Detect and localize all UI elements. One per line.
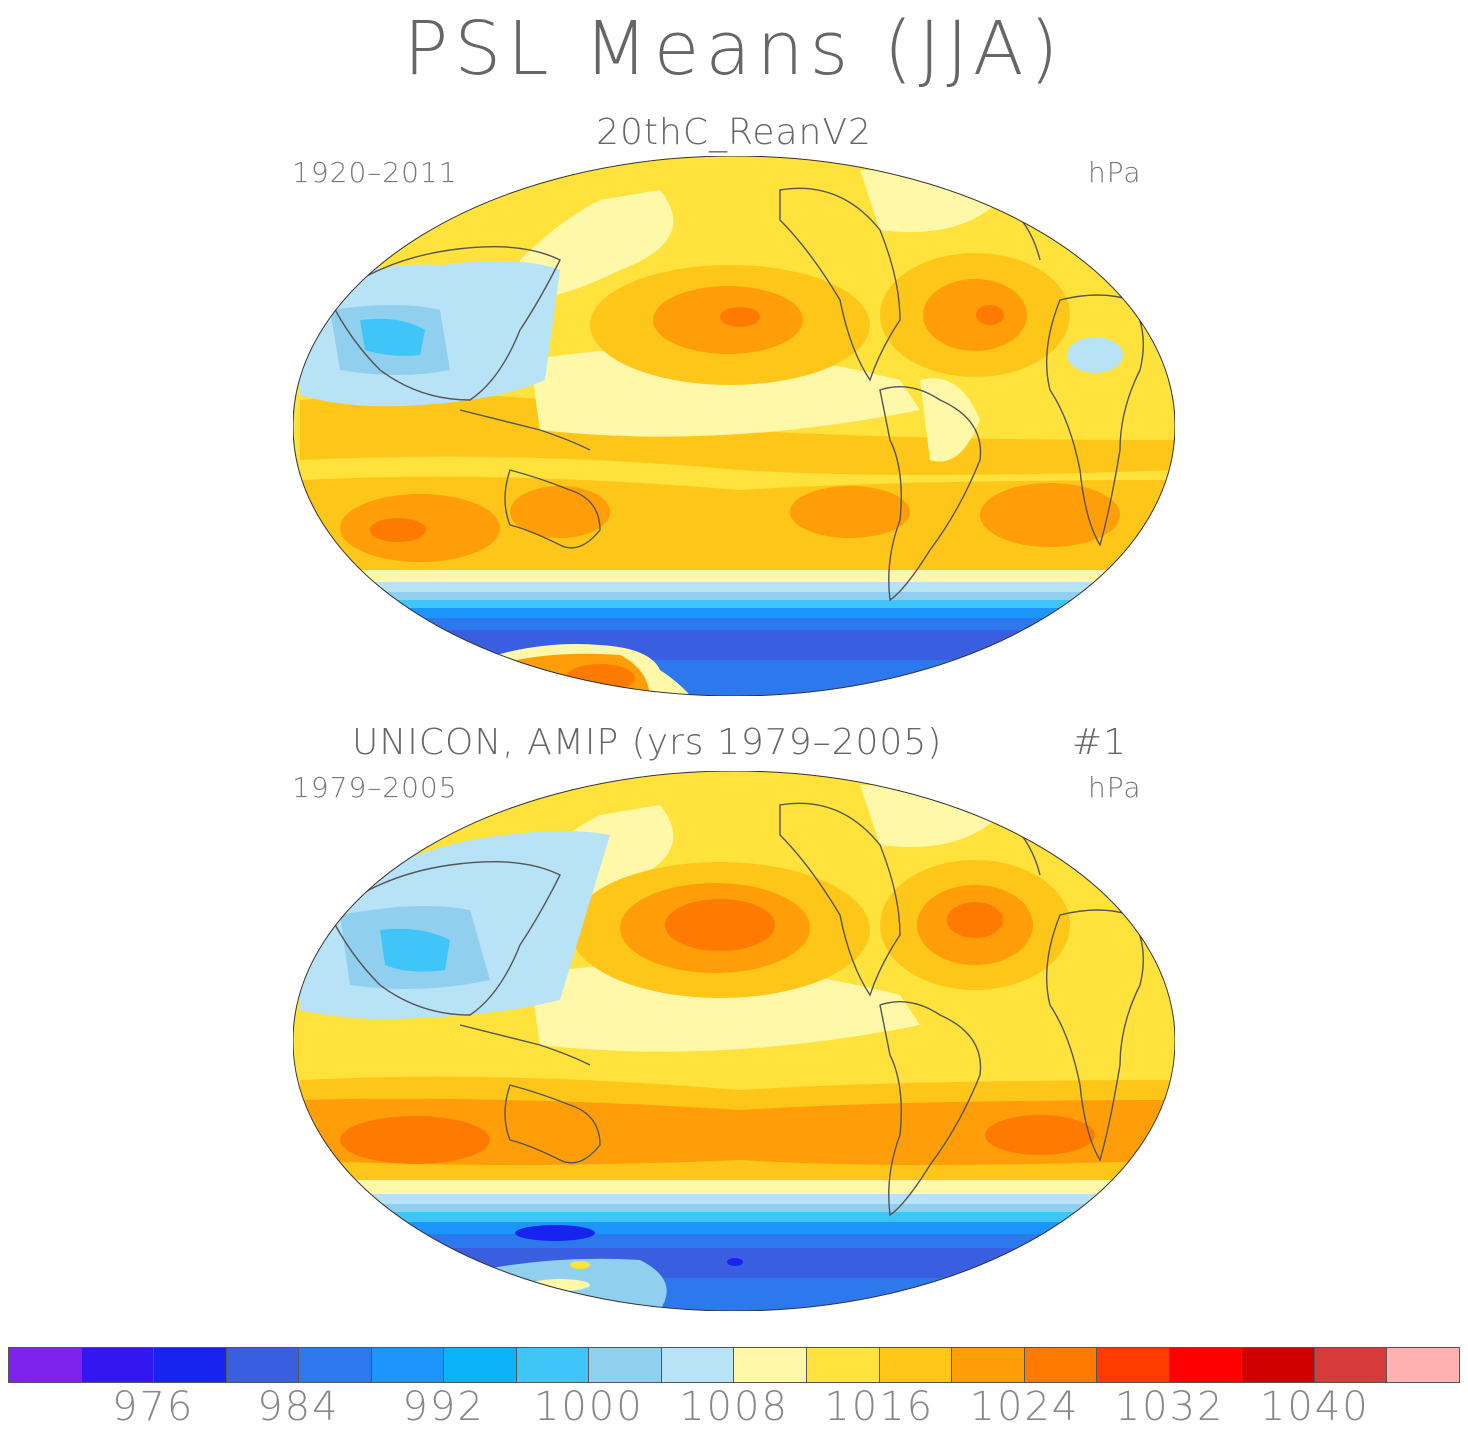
panel-2-units-label: hPa bbox=[1088, 771, 1142, 804]
contour-band bbox=[293, 1212, 1175, 1222]
colorbar-tick-label: 976 bbox=[112, 1384, 195, 1430]
panel-2-case-number: #1 bbox=[1072, 722, 1128, 763]
contour-band bbox=[293, 630, 1175, 660]
contour-band bbox=[293, 592, 1175, 600]
high-pressure-core bbox=[340, 1116, 490, 1164]
colorbar-swatch bbox=[1096, 1347, 1169, 1383]
contour-band bbox=[293, 1234, 1175, 1248]
colorbar-swatch bbox=[370, 1347, 444, 1383]
colorbar-swatch bbox=[878, 1347, 952, 1383]
contour-band bbox=[293, 600, 1175, 608]
high-pressure-core bbox=[370, 518, 426, 542]
colorbar-swatch bbox=[1313, 1347, 1387, 1383]
contour-band bbox=[293, 1180, 1175, 1194]
colorbar-tick-label: 984 bbox=[257, 1384, 340, 1430]
antarctic-high-patch bbox=[570, 1261, 590, 1269]
colorbar-swatch bbox=[951, 1347, 1024, 1383]
contour-band bbox=[293, 608, 1175, 618]
colorbar-tick-label: 992 bbox=[402, 1384, 485, 1430]
sahara-low bbox=[1067, 337, 1123, 373]
high-pressure-core bbox=[985, 1115, 1095, 1155]
panel-1-map bbox=[293, 156, 1175, 696]
colorbar bbox=[8, 1347, 1460, 1383]
colorbar-swatch bbox=[443, 1347, 516, 1383]
colorbar-swatch bbox=[8, 1347, 81, 1383]
colorbar-swatch bbox=[80, 1347, 154, 1383]
azores-high-inner bbox=[923, 279, 1027, 351]
maps-canvas bbox=[293, 156, 1175, 1311]
colorbar-tick-label: 1040 bbox=[1259, 1384, 1370, 1430]
contour-band bbox=[530, 348, 920, 437]
colorbar-swatch bbox=[588, 1347, 661, 1383]
colorbar-swatch bbox=[225, 1347, 299, 1383]
north-pacific-high-core bbox=[720, 307, 760, 327]
colorbar-swatch bbox=[515, 1347, 589, 1383]
contour-band bbox=[293, 1194, 1175, 1204]
colorbar-tick-label: 1032 bbox=[1114, 1384, 1225, 1430]
colorbar-swatch bbox=[298, 1347, 371, 1383]
low-pressure-core bbox=[515, 1225, 595, 1241]
figure-title: PSL Means (JJA) bbox=[403, 6, 1065, 92]
asian-low-core bbox=[380, 928, 450, 972]
high-pressure-cell bbox=[810, 1109, 910, 1141]
contour-band bbox=[300, 1098, 1175, 1165]
high-pressure-cell bbox=[790, 486, 910, 538]
colorbar-tick-label: 1008 bbox=[679, 1384, 789, 1430]
contour-band bbox=[293, 618, 1175, 630]
azores-high-core bbox=[976, 305, 1004, 325]
colorbar-swatch bbox=[660, 1347, 734, 1383]
colorbar-tick-label: 1000 bbox=[533, 1384, 644, 1430]
coastlines bbox=[329, 187, 1145, 602]
colorbar-swatch bbox=[1241, 1347, 1314, 1383]
colorbar-swatch bbox=[733, 1347, 807, 1383]
contour-band bbox=[293, 1278, 1175, 1311]
colorbar-swatch bbox=[1168, 1347, 1242, 1383]
colorbar-swatch bbox=[806, 1347, 879, 1383]
north-pacific-high-core bbox=[665, 899, 775, 951]
colorbar-swatch bbox=[1386, 1347, 1460, 1383]
panel-2-title: UNICON, AMIP (yrs 1979–2005) bbox=[352, 722, 943, 763]
panel-1-period-label: 1920–2011 bbox=[292, 156, 458, 189]
panel-1-units-label: hPa bbox=[1088, 156, 1142, 189]
high-pressure-cell bbox=[510, 486, 610, 538]
contour-band bbox=[293, 582, 1175, 592]
contour-band bbox=[293, 1222, 1175, 1234]
panel-2-map bbox=[293, 771, 1175, 1311]
low-pressure-core bbox=[727, 1258, 743, 1266]
colorbar-swatch bbox=[1023, 1347, 1097, 1383]
contour-band bbox=[530, 963, 920, 1052]
asian-low-core bbox=[360, 318, 425, 356]
azores-high-core bbox=[947, 902, 1003, 938]
colorbar-tick-label: 1024 bbox=[969, 1384, 1080, 1430]
panel-1-title: 20thC_ReanV2 bbox=[596, 112, 872, 153]
contour-band bbox=[300, 394, 1175, 475]
contour-band bbox=[293, 570, 1175, 582]
colorbar-tick-label: 1016 bbox=[824, 1384, 935, 1430]
panel-2-period-label: 1979–2005 bbox=[292, 771, 458, 804]
contour-band bbox=[293, 660, 1175, 696]
colorbar-swatch bbox=[153, 1347, 226, 1383]
contour-band bbox=[293, 1204, 1175, 1212]
contour-band bbox=[920, 378, 980, 462]
high-pressure-cell bbox=[980, 483, 1120, 547]
